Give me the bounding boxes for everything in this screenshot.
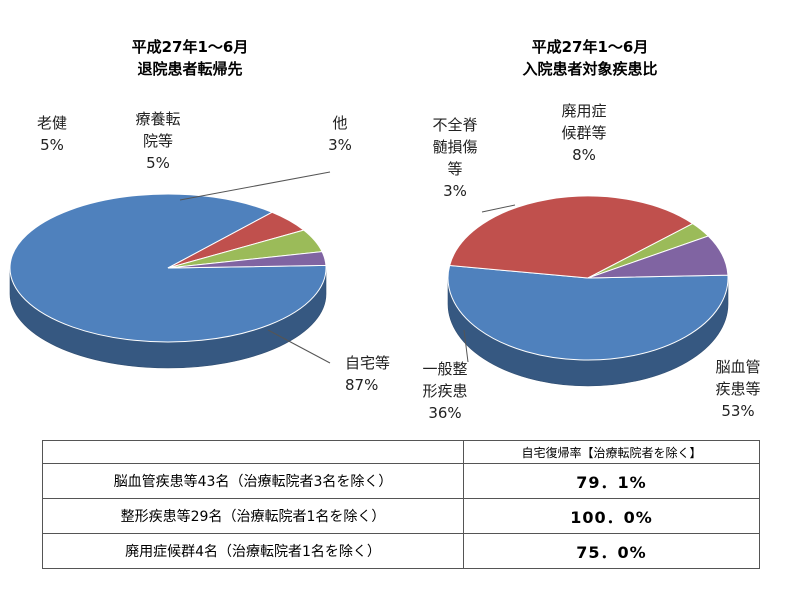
table-header-cell: 自宅復帰率【治療転院者を除く】	[463, 440, 760, 464]
pie-charts: 自宅等 87% 老健 5% 療養転院等 5% 他 3% 脳血管疾患等 53% 一般整形疾患 36% 不全…	[9, 102, 761, 422]
slice-percent: 5%	[146, 154, 170, 172]
left-chart-title: 平成27年1～6月 退院患者転帰先	[80, 36, 300, 80]
slice-label-line: 形疾患	[422, 382, 467, 400]
table-row: 廃用症候群4名（治療転院者1名を除く） 75．0%	[42, 533, 760, 569]
slice-label-line: 老健	[37, 114, 67, 132]
leader-line	[179, 171, 331, 201]
slice-label-line: 廃用症	[561, 102, 606, 120]
slice-percent: 3%	[328, 136, 352, 154]
slice-label-line: 院等	[143, 132, 173, 150]
leader-line	[463, 329, 469, 363]
slice-label: 廃用症候群等	[561, 102, 606, 142]
left-chart-title-line1: 平成27年1～6月	[131, 38, 249, 56]
slice-percent: 87%	[345, 376, 378, 394]
table-cell-rate: 100．0%	[463, 498, 760, 534]
slice-label: 自宅等	[345, 354, 390, 372]
slice-label: 療養転院等	[135, 110, 180, 150]
slice-percent: 53%	[721, 402, 754, 420]
pie-slice	[449, 195, 694, 279]
slice-percent: 36%	[428, 404, 461, 422]
right-chart-title-line1: 平成27年1～6月	[531, 38, 649, 56]
slice-label-line: 他	[332, 114, 347, 132]
slice-label: 不全脊髄損傷等	[432, 116, 477, 178]
pie-chart-1: 自宅等 87% 老健 5% 療養転院等 5% 他 3%	[9, 110, 390, 394]
left-chart-title-line2: 退院患者転帰先	[137, 60, 243, 78]
pie-slice	[447, 264, 729, 361]
table-cell-name: 廃用症候群4名（治療転院者1名を除く）	[42, 533, 464, 569]
table-cell-rate: 79．1%	[463, 463, 760, 499]
slice-label: 老健	[37, 114, 67, 132]
slice-label: 脳血管疾患等	[715, 358, 760, 398]
slice-label-line: 脳血管	[715, 358, 760, 376]
slice-percent: 5%	[40, 136, 64, 154]
slice-percent: 3%	[443, 182, 467, 200]
table-cell-name: 整形疾患等29名（治療転院者1名を除く）	[42, 498, 464, 534]
slice-label-line: 候群等	[561, 124, 606, 142]
slice-label-line: 髄損傷	[432, 138, 477, 156]
slice-label: 他	[332, 114, 347, 132]
slice-label-line: 一般整	[422, 360, 467, 378]
slice-label-line: 自宅等	[345, 354, 390, 372]
pie-chart-2: 脳血管疾患等 53% 一般整形疾患 36% 不全脊髄損傷等 3% 廃用症候群等 8%	[422, 102, 760, 422]
slice-label-line: 疾患等	[715, 380, 760, 398]
table-header-cell	[42, 440, 464, 464]
right-chart-title: 平成27年1～6月 入院患者対象疾患比	[470, 36, 710, 80]
table-cell-name: 脳血管疾患等43名（治療転院者3名を除く）	[42, 463, 464, 499]
slice-label-line: 等	[447, 160, 462, 178]
leader-line	[481, 204, 516, 213]
table-cell-rate: 75．0%	[463, 533, 760, 569]
slice-label: 一般整形疾患	[422, 360, 467, 400]
pie-slice	[587, 235, 729, 279]
table-row: 脳血管疾患等43名（治療転院者3名を除く） 79．1%	[42, 463, 760, 499]
table-header-row: 自宅復帰率【治療転院者を除く】	[42, 440, 760, 464]
slice-label-line: 療養転	[135, 110, 180, 128]
home-return-rate-table: 自宅復帰率【治療転院者を除く】 脳血管疾患等43名（治療転院者3名を除く） 79…	[42, 440, 760, 569]
leader-line	[267, 329, 331, 364]
slice-percent: 8%	[572, 146, 596, 164]
table-row: 整形疾患等29名（治療転院者1名を除く） 100．0%	[42, 498, 760, 534]
right-chart-title-line2: 入院患者対象疾患比	[522, 60, 658, 78]
pie-slice	[167, 251, 327, 269]
slice-label-line: 不全脊	[432, 116, 477, 134]
